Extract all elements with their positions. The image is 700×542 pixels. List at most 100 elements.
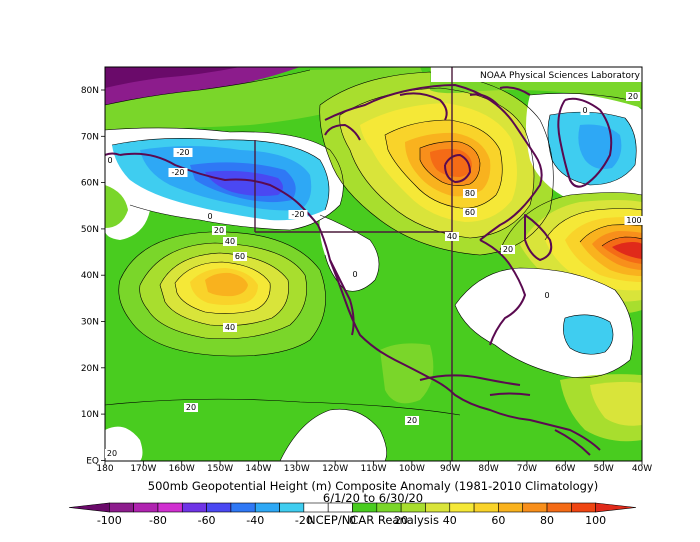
field-top-band — [105, 67, 430, 130]
contour-label-bg — [173, 148, 193, 157]
contour-label: 0 — [207, 212, 212, 221]
colorbar-tick: -80 — [149, 514, 167, 527]
coastlines — [105, 84, 613, 456]
colorbar-swatch — [473, 502, 499, 513]
colorbar-tick: -20 — [295, 514, 313, 527]
lon-label: 120W — [322, 464, 348, 474]
contour-label-bg — [223, 323, 237, 332]
title-line3: NCEP/NCAR Reanalysis — [307, 513, 439, 527]
header-box — [431, 67, 642, 82]
contour-label: -20 — [291, 210, 304, 219]
colorbar-swatch — [400, 502, 426, 513]
lab-label: NOAA Physical Sciences Laboratory — [480, 71, 641, 81]
contour-label: 20 — [214, 226, 224, 235]
colorbar-swatch — [327, 502, 353, 513]
contour-label-bg — [105, 156, 115, 165]
contour-label-bg — [626, 92, 640, 101]
contour-label: 20 — [628, 92, 638, 101]
contour-label: 20 — [407, 416, 417, 425]
lat-label: 80N — [81, 86, 99, 96]
contour-label-bg — [350, 270, 360, 279]
field-pac-core — [205, 272, 248, 297]
contour-label: 40 — [225, 237, 235, 246]
contour-label-bg — [184, 403, 198, 412]
lat-label: EQ — [86, 456, 99, 466]
lon-label: 150W — [207, 464, 233, 474]
field-sub-neg — [563, 314, 614, 355]
lon-label: 90W — [440, 464, 460, 474]
colorbar-swatch — [279, 502, 305, 513]
contour-label-bg — [223, 237, 237, 246]
colorbar-tick: 60 — [491, 514, 505, 527]
contour-label: 20 — [107, 449, 117, 458]
colorbar-tick: 40 — [443, 514, 457, 527]
contour-label-bg — [463, 189, 477, 198]
colorbar-swatch — [425, 502, 451, 513]
colorbar-swatch — [498, 502, 524, 513]
contour-label: 60 — [465, 208, 475, 217]
lat-label: 60N — [81, 179, 99, 189]
contour-label-bg — [501, 245, 515, 254]
contour-label: 20 — [186, 403, 196, 412]
field-se-p40 — [590, 381, 642, 426]
lon-label: 180 — [96, 464, 113, 474]
contour-label-bg — [580, 106, 590, 115]
lon-label: 40W — [632, 464, 652, 474]
colorbar-swatch — [230, 502, 256, 513]
colorbar-swatch — [352, 502, 378, 513]
contour-label-bg — [405, 416, 419, 425]
contour-label: 0 — [544, 291, 549, 300]
lat-label: 30N — [81, 318, 99, 328]
lat-label: 50N — [81, 225, 99, 235]
colorbar-swatch — [522, 502, 548, 513]
contour-label: 20 — [503, 245, 513, 254]
contour-label: 0 — [582, 106, 587, 115]
colorbar-swatch — [157, 502, 183, 513]
contour-label: 40 — [225, 323, 235, 332]
lon-label: 110W — [360, 464, 386, 474]
colorbar-tick: 0 — [349, 514, 356, 527]
contour-label: -20 — [176, 148, 189, 157]
lon-label: 160W — [169, 464, 195, 474]
contour-label-bg — [542, 291, 552, 300]
lat-axis: 80N 70N 60N 50N 40N 30N 20N 10N EQ — [81, 86, 105, 466]
colorbar-swatch — [206, 502, 232, 513]
contour-label: 40 — [447, 232, 457, 241]
lon-label: 140W — [245, 464, 271, 474]
colorbar: -100 -80 -60 -40 -20 0 20 40 60 80 100 — [68, 502, 637, 527]
contour-label-bg — [624, 216, 644, 225]
colorbar-swatch — [303, 502, 329, 513]
field-neg-top-core — [105, 67, 240, 88]
lon-label: 130W — [284, 464, 310, 474]
lon-label: 80W — [478, 464, 498, 474]
colorbar-swatch — [133, 502, 159, 513]
contour-labels: 200-20-20-200204060400208060400100200202… — [105, 92, 644, 458]
lon-label: 50W — [593, 464, 613, 474]
colorbar-swatch — [254, 502, 280, 513]
field-west-pos — [105, 185, 128, 228]
colorbar-swatch — [595, 502, 637, 513]
title-line2: 6/1/20 to 6/30/20 — [323, 491, 423, 505]
contour-label: 0 — [107, 156, 112, 165]
contour-label-bg — [105, 449, 119, 458]
contour-label-bg — [233, 252, 247, 261]
field-alaska-core — [205, 170, 283, 196]
colorbar-tick: 20 — [394, 514, 408, 527]
contour-label: 0 — [352, 270, 357, 279]
colorbar-tick: 80 — [540, 514, 554, 527]
colorbar-swatch — [449, 502, 475, 513]
colorbar-swatch — [546, 502, 572, 513]
lat-label: 70N — [81, 132, 99, 142]
lon-label: 70W — [517, 464, 537, 474]
contour-label: 60 — [235, 252, 245, 261]
anomaly-field — [105, 67, 642, 461]
contour-label-bg — [463, 208, 477, 217]
contour-label: 100 — [626, 216, 641, 225]
title-line1: 500mb Geopotential Height (m) Composite … — [148, 479, 598, 493]
contour-label-bg — [288, 210, 308, 219]
lat-label: 40N — [81, 271, 99, 281]
contour-label-bg — [168, 168, 188, 177]
colorbar-swatch — [68, 502, 110, 513]
contour-label: -20 — [171, 168, 184, 177]
colorbar-tick: -100 — [97, 514, 122, 527]
